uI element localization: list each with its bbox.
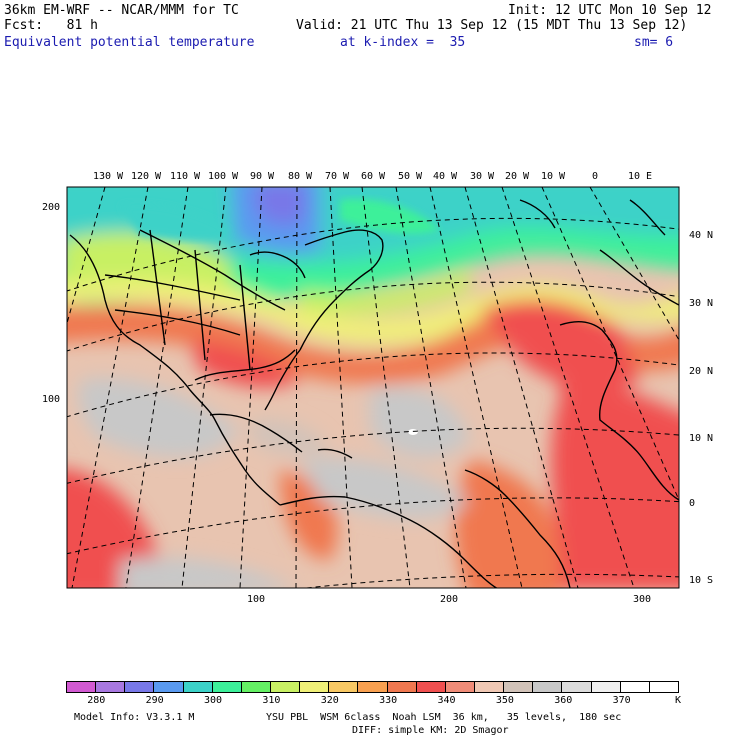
colorbar-swatch bbox=[474, 682, 505, 692]
colorbar-label: 350 bbox=[495, 695, 514, 706]
lon-label: 60 W bbox=[361, 171, 386, 182]
lon-label: 90 W bbox=[250, 171, 275, 182]
theta-e-field bbox=[67, 187, 679, 588]
lon-label: 50 W bbox=[398, 171, 423, 182]
colorbar-swatch bbox=[533, 682, 563, 692]
colorbar-label: 340 bbox=[437, 695, 456, 706]
lat-label: 0 bbox=[689, 498, 695, 509]
colorbar-swatch bbox=[620, 682, 650, 692]
colorbar-label: 330 bbox=[379, 695, 398, 706]
init-time: Init: 12 UTC Mon 10 Sep 12 bbox=[508, 3, 712, 18]
lat-label: 10 S bbox=[689, 575, 713, 586]
colorbar-label: 360 bbox=[554, 695, 573, 706]
colorbar-swatch bbox=[300, 682, 330, 692]
grid-x-label: 100 bbox=[247, 594, 265, 605]
colorbar-swatch bbox=[504, 682, 534, 692]
colorbar-swatch bbox=[125, 682, 155, 692]
smoothing: sm= 6 bbox=[634, 35, 674, 50]
colorbar-swatch bbox=[591, 682, 621, 692]
colorbar-swatch bbox=[562, 682, 592, 692]
lon-label: 70 W bbox=[325, 171, 350, 182]
grid-x-label: 200 bbox=[440, 594, 458, 605]
physics-line-1: YSU PBL WSM 6class Noah LSM 36 km, 35 le… bbox=[266, 712, 622, 723]
colorbar-swatch bbox=[67, 682, 97, 692]
lon-label: 40 W bbox=[433, 171, 458, 182]
colorbar-swatch bbox=[358, 682, 388, 692]
grid-y-label: 100 bbox=[42, 394, 60, 405]
colorbar-swatch bbox=[154, 682, 184, 692]
colorbar-label: 300 bbox=[203, 695, 222, 706]
colorbar-label: 310 bbox=[262, 695, 281, 706]
map-frame bbox=[66, 186, 680, 589]
colorbar-swatch bbox=[416, 682, 446, 692]
lon-label: 20 W bbox=[505, 171, 530, 182]
grid-x-label: 300 bbox=[633, 594, 651, 605]
lat-label: 30 N bbox=[689, 298, 713, 309]
colorbar-swatch bbox=[96, 682, 126, 692]
colorbar-label: 320 bbox=[320, 695, 339, 706]
graticule bbox=[67, 187, 679, 588]
lon-label: 0 bbox=[592, 171, 598, 182]
colorbar-swatch bbox=[445, 682, 475, 692]
colorbar-swatch bbox=[270, 682, 301, 692]
colorbar-swatch bbox=[649, 682, 678, 692]
lat-label: 20 N bbox=[689, 366, 713, 377]
valid-time: Valid: 21 UTC Thu 13 Sep 12 (15 MDT Thu … bbox=[296, 18, 688, 33]
lat-label: 40 N bbox=[689, 230, 713, 241]
model-title: 36km EM-WRF -- NCAR/MMM for TC bbox=[4, 3, 239, 18]
colorbar-swatch bbox=[241, 682, 271, 692]
colorbar-swatch bbox=[183, 682, 213, 692]
lon-label: 100 W bbox=[208, 171, 239, 182]
lon-label: 30 W bbox=[470, 171, 495, 182]
colorbar-label: 280 bbox=[87, 695, 106, 706]
forecast-hour: Fcst: 81 h bbox=[4, 18, 98, 33]
physics-line-2: DIFF: simple KM: 2D Smagor bbox=[352, 725, 509, 736]
lon-label: 130 W bbox=[93, 171, 124, 182]
grid-y-label: 200 bbox=[42, 202, 60, 213]
colorbar-swatch bbox=[329, 682, 359, 692]
lon-label: 110 W bbox=[170, 171, 201, 182]
lon-label: 80 W bbox=[288, 171, 313, 182]
colorbar-label: 370 bbox=[612, 695, 631, 706]
coastlines bbox=[69, 199, 679, 588]
colorbar-label: 290 bbox=[145, 695, 164, 706]
k-index: at k-index = 35 bbox=[340, 35, 466, 50]
field-name: Equivalent potential temperature bbox=[4, 35, 255, 50]
model-info: Model Info: V3.3.1 M bbox=[74, 712, 195, 723]
colorbar-unit: K bbox=[675, 695, 682, 706]
colorbar-swatch bbox=[387, 682, 417, 692]
lat-label: 10 N bbox=[689, 433, 713, 444]
colorbar bbox=[66, 681, 679, 693]
lon-label: 120 W bbox=[131, 171, 162, 182]
lon-label: 10 E bbox=[628, 171, 652, 182]
colorbar-swatch bbox=[212, 682, 242, 692]
lon-label: 10 W bbox=[541, 171, 566, 182]
